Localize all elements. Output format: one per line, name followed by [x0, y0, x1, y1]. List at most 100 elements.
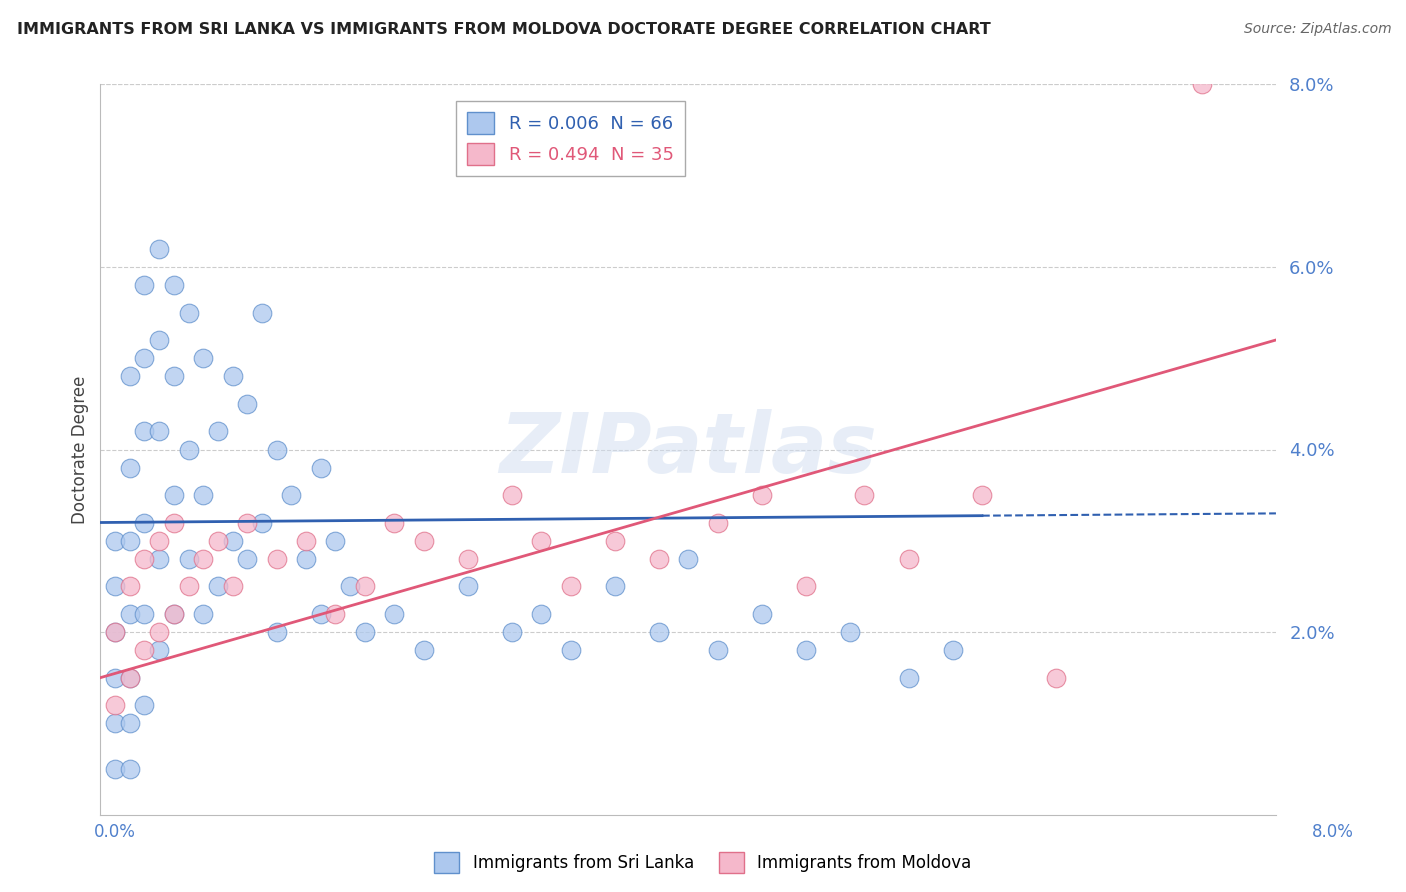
Point: [193, 351, 215, 366]
Point: [236, 397, 259, 411]
Point: [309, 607, 332, 621]
Point: [148, 643, 170, 657]
Point: [751, 607, 773, 621]
Point: [706, 516, 728, 530]
Legend: R = 0.006  N = 66, R = 0.494  N = 35: R = 0.006 N = 66, R = 0.494 N = 35: [457, 101, 685, 176]
Text: 8.0%: 8.0%: [1312, 822, 1354, 840]
Point: [148, 625, 170, 640]
Point: [897, 552, 920, 566]
Point: [118, 579, 141, 593]
Point: [751, 488, 773, 502]
Point: [266, 625, 288, 640]
Point: [134, 643, 156, 657]
Point: [148, 533, 170, 548]
Point: [118, 533, 141, 548]
Point: [134, 351, 156, 366]
Point: [104, 533, 127, 548]
Point: [177, 305, 200, 319]
Point: [530, 533, 553, 548]
Text: ZIPatlas: ZIPatlas: [499, 409, 877, 490]
Point: [104, 762, 127, 776]
Point: [382, 516, 405, 530]
Point: [501, 625, 523, 640]
Point: [412, 643, 434, 657]
Point: [134, 698, 156, 712]
Point: [104, 698, 127, 712]
Point: [177, 552, 200, 566]
Point: [309, 460, 332, 475]
Point: [163, 607, 186, 621]
Point: [104, 716, 127, 731]
Point: [134, 516, 156, 530]
Point: [134, 278, 156, 293]
Point: [838, 625, 860, 640]
Point: [648, 552, 671, 566]
Point: [236, 552, 259, 566]
Point: [148, 242, 170, 256]
Point: [236, 516, 259, 530]
Legend: Immigrants from Sri Lanka, Immigrants from Moldova: Immigrants from Sri Lanka, Immigrants fr…: [427, 846, 979, 880]
Point: [177, 442, 200, 457]
Point: [104, 625, 127, 640]
Point: [339, 579, 361, 593]
Point: [221, 533, 243, 548]
Point: [118, 716, 141, 731]
Point: [134, 607, 156, 621]
Point: [118, 607, 141, 621]
Point: [163, 278, 186, 293]
Point: [266, 552, 288, 566]
Text: IMMIGRANTS FROM SRI LANKA VS IMMIGRANTS FROM MOLDOVA DOCTORATE DEGREE CORRELATIO: IMMIGRANTS FROM SRI LANKA VS IMMIGRANTS …: [17, 22, 991, 37]
Point: [221, 369, 243, 384]
Point: [163, 607, 186, 621]
Point: [134, 424, 156, 438]
Point: [207, 533, 229, 548]
Point: [118, 369, 141, 384]
Point: [207, 424, 229, 438]
Point: [148, 424, 170, 438]
Point: [118, 762, 141, 776]
Point: [104, 671, 127, 685]
Point: [207, 579, 229, 593]
Point: [118, 460, 141, 475]
Point: [250, 516, 273, 530]
Point: [163, 369, 186, 384]
Point: [794, 579, 817, 593]
Point: [148, 552, 170, 566]
Point: [560, 579, 582, 593]
Y-axis label: Doctorate Degree: Doctorate Degree: [72, 376, 89, 524]
Point: [295, 552, 318, 566]
Point: [221, 579, 243, 593]
Point: [134, 552, 156, 566]
Point: [706, 643, 728, 657]
Point: [163, 516, 186, 530]
Point: [648, 625, 671, 640]
Point: [325, 533, 347, 548]
Point: [1045, 671, 1067, 685]
Point: [382, 607, 405, 621]
Point: [163, 488, 186, 502]
Point: [1191, 78, 1213, 92]
Point: [530, 607, 553, 621]
Point: [942, 643, 965, 657]
Point: [193, 488, 215, 502]
Point: [354, 625, 377, 640]
Point: [412, 533, 434, 548]
Text: Source: ZipAtlas.com: Source: ZipAtlas.com: [1244, 22, 1392, 37]
Point: [354, 579, 377, 593]
Point: [193, 607, 215, 621]
Point: [457, 579, 479, 593]
Point: [104, 625, 127, 640]
Point: [897, 671, 920, 685]
Point: [603, 579, 626, 593]
Point: [104, 579, 127, 593]
Point: [250, 305, 273, 319]
Point: [325, 607, 347, 621]
Point: [794, 643, 817, 657]
Point: [295, 533, 318, 548]
Point: [177, 579, 200, 593]
Point: [676, 552, 699, 566]
Point: [560, 643, 582, 657]
Point: [603, 533, 626, 548]
Point: [457, 552, 479, 566]
Point: [118, 671, 141, 685]
